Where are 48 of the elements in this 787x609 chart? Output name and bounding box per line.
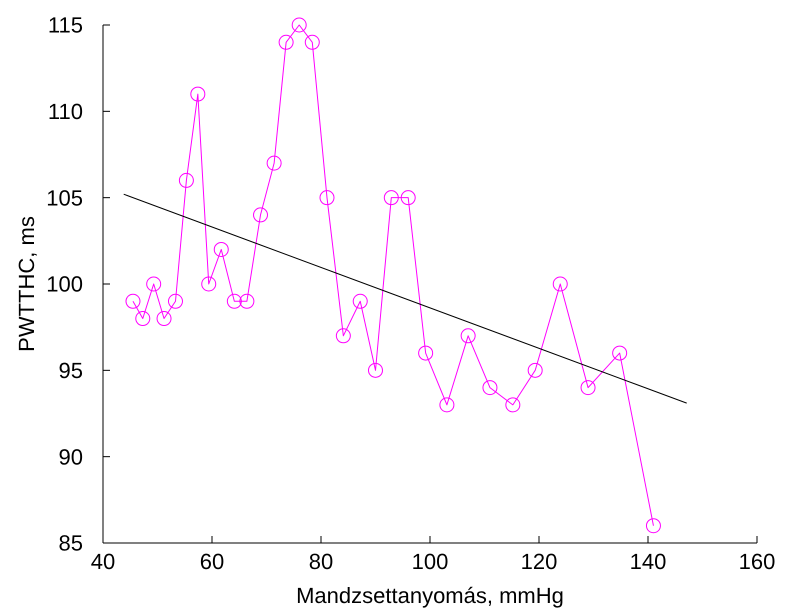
point bbox=[352, 294, 368, 309]
point bbox=[528, 362, 543, 378]
point bbox=[552, 276, 568, 292]
y-tick-label: 85 bbox=[58, 530, 83, 556]
x-tick-label: 140 bbox=[630, 549, 666, 574]
point bbox=[646, 518, 661, 534]
y-tick-label: 90 bbox=[58, 444, 83, 470]
x-tick-label: 120 bbox=[520, 549, 558, 574]
point bbox=[190, 86, 206, 102]
point bbox=[482, 380, 498, 396]
point bbox=[505, 397, 520, 412]
point bbox=[156, 311, 172, 326]
point bbox=[266, 156, 282, 171]
x-tick-label: 60 bbox=[200, 549, 224, 574]
point bbox=[336, 328, 351, 344]
y-axis-title: PWTTHC, ms bbox=[14, 216, 39, 352]
point bbox=[319, 190, 334, 206]
point bbox=[292, 18, 307, 32]
y-tick-label: 105 bbox=[46, 185, 83, 210]
point bbox=[278, 34, 294, 50]
x-tick-label: 80 bbox=[308, 549, 334, 574]
point bbox=[168, 294, 183, 309]
y-tick-label: 115 bbox=[48, 12, 83, 38]
point bbox=[135, 311, 150, 326]
point bbox=[226, 294, 242, 309]
x-tick-label: 100 bbox=[412, 549, 448, 574]
point bbox=[239, 294, 254, 309]
point bbox=[368, 362, 383, 378]
point bbox=[580, 380, 596, 396]
y-tick-label: 110 bbox=[48, 99, 83, 124]
x-tick-label: 160 bbox=[738, 549, 776, 574]
point bbox=[178, 172, 194, 188]
y-tick-label: 95 bbox=[58, 358, 83, 384]
point bbox=[214, 242, 229, 257]
point bbox=[418, 346, 434, 361]
point bbox=[146, 276, 162, 292]
point bbox=[400, 190, 416, 206]
point bbox=[125, 294, 140, 309]
point bbox=[304, 34, 320, 50]
point bbox=[201, 276, 216, 292]
point bbox=[384, 190, 399, 206]
x-axis-title: Mandzsettanyomás, mmHg bbox=[296, 583, 564, 608]
point bbox=[612, 346, 628, 361]
x-tick-label: 40 bbox=[90, 549, 116, 574]
y-tick-label: 100 bbox=[46, 272, 83, 297]
point bbox=[253, 207, 268, 222]
point bbox=[460, 328, 476, 344]
point bbox=[439, 397, 454, 412]
